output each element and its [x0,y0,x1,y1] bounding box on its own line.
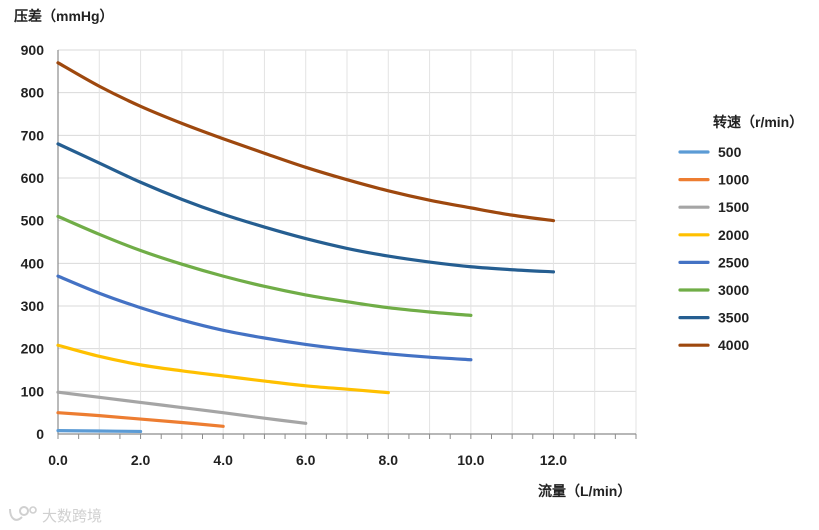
series-line-1500 [56,390,308,425]
legend-label-1000: 1000 [718,172,749,188]
series-line-1000 [56,411,225,428]
y-tick-label-500: 500 [21,213,45,229]
x-tick-label-10.0: 10.0 [457,452,484,468]
x-axis-title: 流量（L/min） [538,483,631,499]
legend-label-2000: 2000 [718,227,749,243]
x-tick-label-8.0: 8.0 [379,452,399,468]
legend-item-1500[interactable]: 1500 [678,199,749,215]
legend-label-4000: 4000 [718,337,749,353]
x-tick-label-0.0: 0.0 [48,452,68,468]
axes [57,50,637,439]
series-line-3500 [56,142,556,274]
y-axis-title: 压差（mmHg） [14,8,114,24]
y-tick-label-900: 900 [21,42,45,58]
series-lines [56,61,556,434]
legend-item-2500[interactable]: 2500 [678,254,749,270]
x-tick-label-2.0: 2.0 [131,452,151,468]
legend-title: 转速（r/min） [713,114,803,130]
legend-item-4000[interactable]: 4000 [678,337,749,353]
series-line-2000 [56,343,390,395]
series-line-4000 [56,61,556,223]
legend-label-3000: 3000 [718,282,749,298]
x-tick-label-4.0: 4.0 [213,452,233,468]
y-tick-label-400: 400 [21,255,45,271]
legend-label-500: 500 [718,144,742,160]
legend-item-1000[interactable]: 1000 [678,172,749,188]
y-tick-label-700: 700 [21,127,45,143]
legend-label-1500: 1500 [718,199,749,215]
series-line-2500 [56,274,473,362]
legend[interactable]: 转速（r/min） 500 1000 1500 2000 2500 3000 3500 400… [678,114,803,353]
grid-lines [58,49,637,434]
legend-label-3500: 3500 [718,310,749,326]
legend-item-3500[interactable]: 3500 [678,310,749,326]
legend-items: 500 1000 1500 2000 2500 3000 3500 4000 [678,144,749,353]
series-line-500 [56,428,143,434]
y-tick-label-600: 600 [21,170,45,186]
legend-label-2500: 2500 [718,254,749,270]
x-tick-label-12.0: 12.0 [540,452,567,468]
y-tick-label-800: 800 [21,85,45,101]
watermark-text: 大数跨境 [42,507,102,525]
x-tick-label-6.0: 6.0 [296,452,316,468]
y-tick-labels: 0 100 200 300 400 500 600 700 800 900 [21,42,45,442]
brand-logo-icon [9,506,37,521]
y-tick-label-200: 200 [21,341,45,357]
legend-item-3000[interactable]: 3000 [678,282,749,298]
legend-item-2000[interactable]: 2000 [678,227,749,243]
legend-item-500[interactable]: 500 [678,144,742,160]
watermark: 大数跨境 [9,506,102,525]
y-tick-label-300: 300 [21,298,45,314]
y-tick-label-100: 100 [21,383,45,399]
series-line-3000 [56,214,473,317]
y-tick-label-0: 0 [36,426,44,442]
x-tick-labels: 0.0 2.0 4.0 6.0 8.0 10.0 12.0 [48,452,567,468]
